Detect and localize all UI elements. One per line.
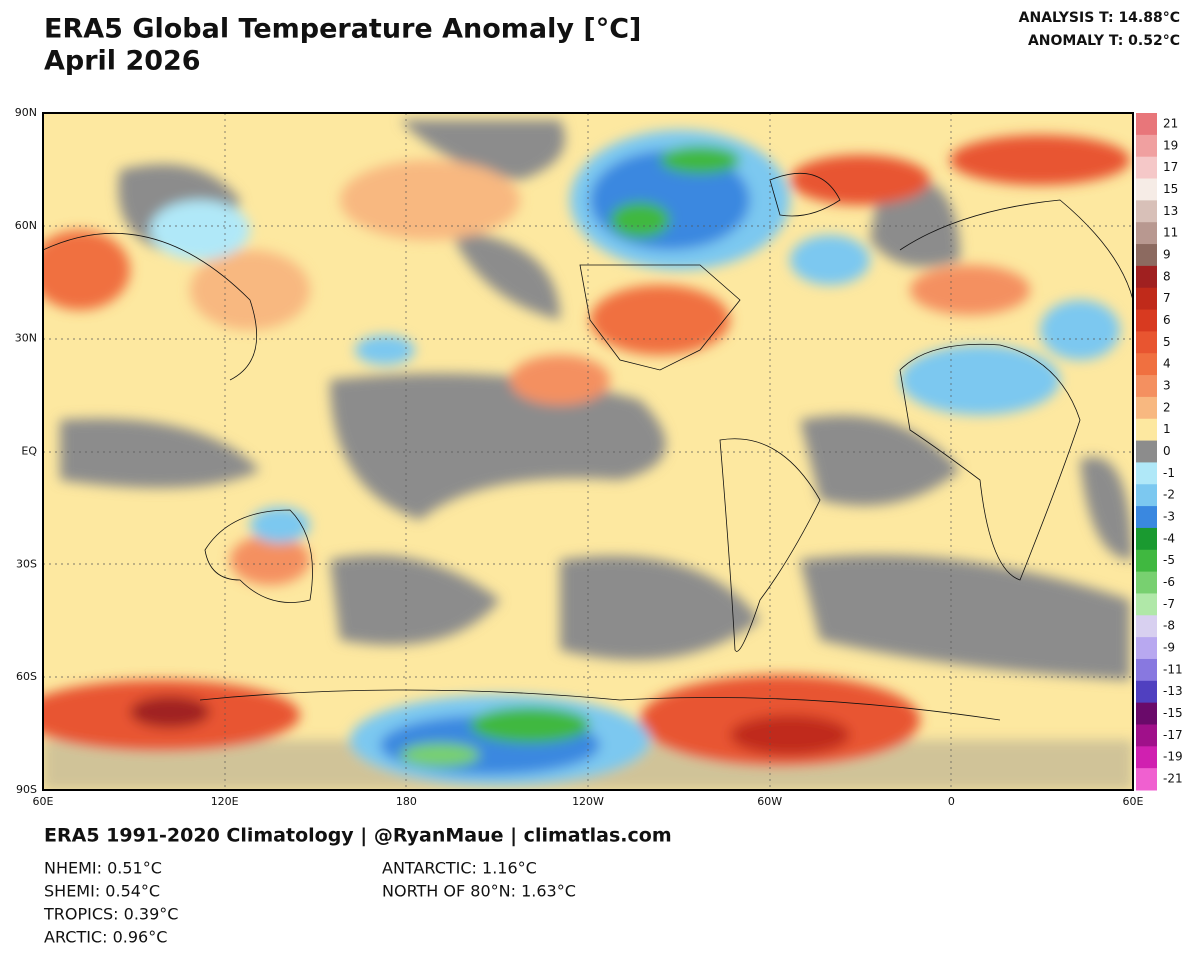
- lon-label: 60E: [1123, 795, 1144, 808]
- credit: ERA5 1991-2020 Climatology | @RyanMaue |…: [44, 825, 672, 847]
- colorbar-cell: [1136, 571, 1157, 594]
- subtitle: April 2026: [44, 46, 201, 77]
- colorbar-label: 7: [1163, 291, 1171, 305]
- colorbar-cell: [1136, 702, 1157, 725]
- analysis-temp: ANALYSIS T: 14.88°C: [1019, 10, 1180, 26]
- colorbar-cell: [1136, 113, 1157, 136]
- lat-label: 90S: [16, 783, 37, 796]
- colorbar-label: -4: [1163, 531, 1175, 545]
- colorbar-cell: [1136, 156, 1157, 180]
- colorbar-cell: [1136, 746, 1157, 769]
- colorbar-label: -21: [1163, 772, 1183, 786]
- coastlines: [43, 173, 1133, 721]
- colorbar-cell: [1136, 134, 1157, 158]
- colorbar-cell: [1136, 222, 1157, 245]
- colorbar-label: -5: [1163, 553, 1175, 567]
- colorbar-label: 3: [1163, 378, 1171, 392]
- colorbar-label: 11: [1163, 226, 1178, 240]
- colorbar-label: 15: [1163, 182, 1178, 196]
- colorbar-label: -13: [1163, 684, 1183, 698]
- lat-label: 90N: [15, 106, 37, 119]
- colorbar-cell: [1136, 375, 1157, 398]
- colorbar-cell: [1136, 506, 1157, 529]
- colorbar-label: 5: [1163, 335, 1171, 349]
- colorbar-cell: [1136, 200, 1157, 223]
- stat: ARCTIC: 0.96°C: [44, 928, 167, 947]
- colorbar-cell: [1136, 244, 1157, 267]
- map: [43, 113, 1133, 790]
- colorbar-cell: [1136, 178, 1157, 201]
- lat-label: 30N: [15, 332, 37, 345]
- colorbar-label: -2: [1163, 488, 1175, 502]
- stat: TROPICS: 0.39°C: [43, 905, 178, 924]
- colorbar-cell: [1136, 265, 1157, 289]
- colorbar-label: -17: [1163, 728, 1183, 742]
- colorbar-label: -3: [1163, 510, 1175, 524]
- stat: NORTH OF 80°N: 1.63°C: [382, 882, 576, 901]
- graticule: [43, 113, 1133, 790]
- colorbar-cell: [1136, 484, 1157, 507]
- colorbar-cell: [1136, 396, 1157, 420]
- colorbar-label: 0: [1163, 444, 1171, 458]
- colorbar-label: 13: [1163, 204, 1178, 218]
- colorbar-cell: [1136, 287, 1157, 311]
- lon-label: 120E: [211, 795, 239, 808]
- colorbar-label: 19: [1163, 138, 1178, 152]
- lat-label: 60N: [15, 219, 37, 232]
- colorbar-cell: [1136, 440, 1157, 463]
- colorbar-cell: [1136, 768, 1157, 791]
- stat: NHEMI: 0.51°C: [44, 859, 162, 878]
- anomaly-temp: ANOMALY T: 0.52°C: [1028, 33, 1180, 49]
- colorbar-cell: [1136, 615, 1157, 638]
- title: ERA5 Global Temperature Anomaly [°C]: [44, 14, 641, 45]
- lon-label: 120W: [572, 795, 604, 808]
- stats-right: ANTARCTIC: 1.16°C NORTH OF 80°N: 1.63°C: [382, 859, 576, 901]
- colorbar-cell: [1136, 418, 1157, 442]
- colorbar-cell: [1136, 724, 1157, 747]
- colorbar-label: 8: [1163, 269, 1171, 283]
- colorbar-label: -19: [1163, 750, 1183, 764]
- colorbar-cell: [1136, 353, 1157, 376]
- lon-label: 60W: [757, 795, 782, 808]
- colorbar-label: 9: [1163, 247, 1171, 261]
- colorbar-cell: [1136, 462, 1157, 485]
- colorbar-cell: [1136, 549, 1157, 573]
- colorbar-label: 6: [1163, 313, 1171, 327]
- lat-label: 30S: [16, 557, 37, 570]
- colorbar-cell: [1136, 637, 1157, 660]
- colorbar-label: 4: [1163, 357, 1171, 371]
- colorbar-cell: [1136, 331, 1157, 354]
- colorbar-cell: [1136, 527, 1157, 551]
- colorbar-cell: [1136, 658, 1157, 682]
- stat: SHEMI: 0.54°C: [44, 882, 160, 901]
- colorbar-cell: [1136, 593, 1157, 616]
- lon-label: 180: [396, 795, 417, 808]
- colorbar-label: -8: [1163, 619, 1175, 633]
- colorbar-label: -7: [1163, 597, 1175, 611]
- colorbar-label: -15: [1163, 706, 1183, 720]
- colorbar-label: 1: [1163, 422, 1171, 436]
- colorbar-label: 21: [1163, 116, 1178, 130]
- colorbar-label: 17: [1163, 160, 1178, 174]
- colorbar-label: 2: [1163, 400, 1171, 414]
- colorbar-cell: [1136, 309, 1157, 332]
- stats-left: NHEMI: 0.51°C SHEMI: 0.54°C TROPICS: 0.39°…: [43, 859, 178, 947]
- colorbar-label: -9: [1163, 641, 1175, 655]
- stat: ANTARCTIC: 1.16°C: [382, 859, 537, 878]
- colorbar-label: -11: [1163, 662, 1183, 676]
- colorbar-cell: [1136, 680, 1157, 704]
- colorbar-label: -6: [1163, 575, 1175, 589]
- lon-label: 0: [948, 795, 955, 808]
- colorbar-label: -1: [1163, 466, 1175, 480]
- lat-label: EQ: [21, 445, 37, 458]
- lon-label: 60E: [33, 795, 54, 808]
- colorbar: 2119171513119876543210-1-2-3-4-5-6-7-8-9…: [1136, 113, 1183, 791]
- lat-label: 60S: [16, 670, 37, 683]
- map-frame: [42, 112, 1134, 791]
